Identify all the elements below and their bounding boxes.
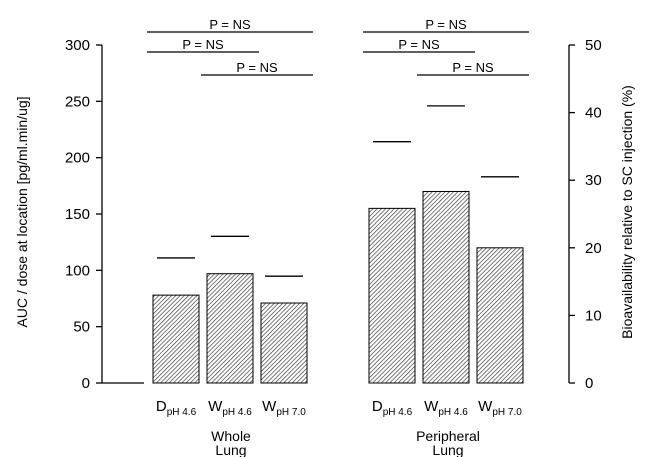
category-label: WpH 4.6: [208, 398, 252, 418]
bar: [152, 294, 200, 384]
right-tick-label: 40: [585, 105, 602, 122]
right-tick-label: 30: [585, 172, 602, 189]
bars: [152, 190, 524, 384]
significance-label: P = NS: [398, 37, 440, 52]
left-tick-label: 50: [73, 319, 90, 336]
left-tick-label: 150: [65, 206, 90, 223]
group-label-line2: Lung: [432, 442, 463, 457]
group-label-line1: Whole: [211, 428, 251, 444]
bar: [422, 190, 470, 384]
bar: [368, 207, 416, 384]
significance-label: P = NS: [209, 17, 251, 32]
left-tick-label: 100: [65, 262, 90, 279]
category-label: WpH 7.0: [262, 398, 306, 418]
significance-brackets: P = NS P = NS P = NS P = NS P = NS P = NS: [147, 17, 529, 76]
category-label: WpH 4.6: [424, 398, 468, 418]
right-tick-label: 0: [585, 375, 593, 392]
category-labels: DpH 4.6 WpH 4.6 WpH 7.0 DpH 4.6 WpH 4.6 WpH 7…: [156, 398, 522, 418]
left-y-ticks: 0 50 100 150 200 250 300: [65, 37, 102, 392]
right-y-ticks: 0 10 20 30 40 50: [569, 37, 602, 392]
category-label: DpH 4.6: [372, 398, 413, 418]
right-tick-label: 10: [585, 307, 602, 324]
significance-label: P = NS: [452, 60, 494, 75]
right-tick-label: 20: [585, 240, 602, 257]
group-label-line2: Lung: [215, 442, 246, 457]
right-tick-label: 50: [585, 37, 602, 54]
bar: [206, 273, 254, 384]
category-label: DpH 4.6: [156, 398, 197, 418]
left-y-axis-title: AUC / dose at location [pg/ml.min/ug]: [14, 96, 30, 327]
significance-label: P = NS: [425, 17, 467, 32]
group-label-line1: Peripheral: [416, 428, 480, 444]
bioavailability-markers: [157, 105, 519, 277]
category-label: WpH 7.0: [478, 398, 522, 418]
bar: [260, 302, 308, 384]
significance-label: P = NS: [236, 60, 278, 75]
left-tick-label: 200: [65, 150, 90, 167]
significance-label: P = NS: [182, 37, 224, 52]
bar: [476, 247, 524, 384]
left-tick-label: 300: [65, 37, 90, 54]
right-y-axis-title: Bioavailability relative to SC injection…: [619, 85, 635, 339]
left-tick-label: 250: [65, 93, 90, 110]
left-tick-label: 0: [82, 375, 90, 392]
